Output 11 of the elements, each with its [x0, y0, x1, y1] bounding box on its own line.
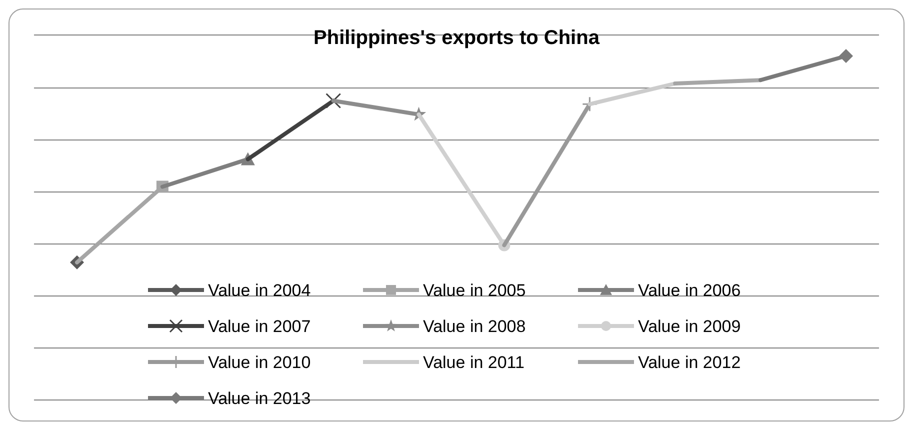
legend-label: Value in 2005	[423, 281, 526, 300]
legend-label: Value in 2013	[208, 389, 311, 408]
legend-label: Value in 2007	[208, 317, 311, 336]
legend-label: Value in 2011	[423, 353, 524, 372]
legend-label: Value in 2012	[638, 353, 741, 372]
legend-label: Value in 2010	[208, 353, 311, 372]
legend-label: Value in 2004	[208, 281, 311, 300]
chart-title: Philippines's exports to China	[314, 27, 600, 49]
legend-label: Value in 2006	[638, 281, 741, 300]
legend-label: Value in 2009	[638, 317, 741, 336]
legend-label: Value in 2008	[423, 317, 526, 336]
